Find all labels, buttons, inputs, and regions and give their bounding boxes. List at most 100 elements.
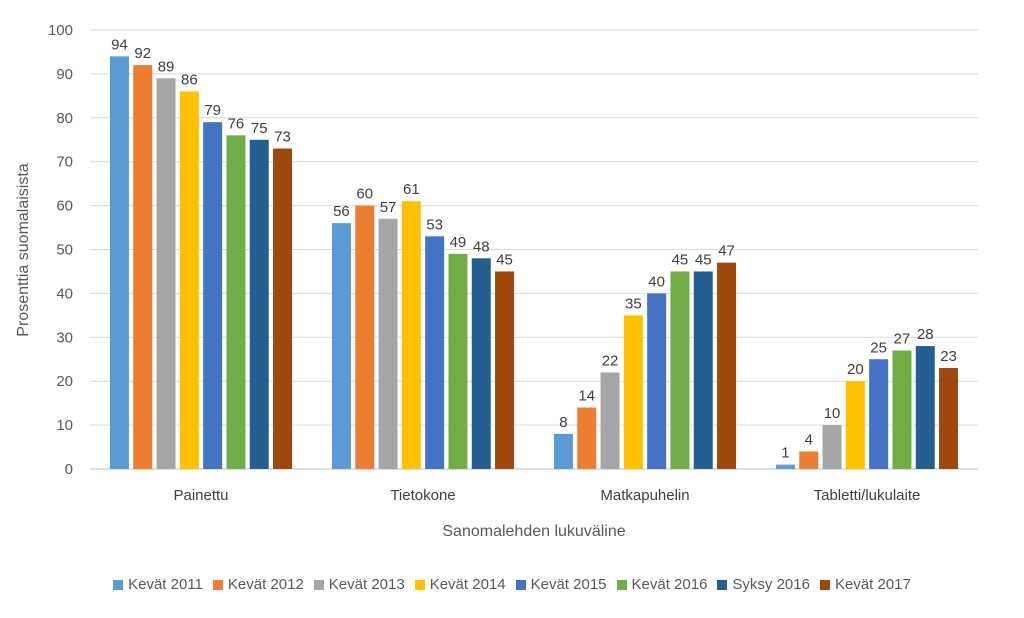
bar (693, 271, 713, 469)
bar (869, 359, 889, 469)
data-label: 89 (158, 58, 175, 75)
data-label: 75 (251, 120, 268, 137)
legend-item: Kevät 2016 (616, 576, 708, 593)
data-label: 57 (380, 199, 397, 216)
legend-item: Syksy 2016 (717, 576, 810, 593)
y-axis-title: Prosenttia suomalaisista (15, 163, 32, 337)
data-label: 14 (578, 388, 595, 405)
data-label: 1 (781, 445, 789, 462)
legend-label: Syksy 2016 (732, 576, 810, 593)
bar (203, 122, 223, 469)
data-label: 56 (333, 203, 350, 220)
data-label: 45 (695, 251, 712, 268)
legend-label: Kevät 2017 (834, 576, 911, 593)
data-label: 94 (111, 36, 128, 53)
bar (331, 223, 351, 469)
bar (799, 451, 819, 469)
data-label: 61 (403, 181, 420, 198)
bars (109, 56, 959, 470)
data-label: 48 (473, 238, 490, 255)
data-label: 4 (805, 431, 813, 448)
data-label: 28 (917, 326, 934, 343)
legend-item: Kevät 2014 (414, 576, 506, 593)
legend-item: Kevät 2013 (313, 576, 405, 593)
data-labels: 94 92 89 86 79 76 75 73 56 60 57 61 53 49 48 45 8 14 22 35 4… (111, 36, 957, 461)
legend-swatch (819, 579, 830, 590)
y-tick-label: 80 (56, 110, 73, 127)
legend-label: Kevät 2013 (328, 576, 405, 593)
y-tick-label: 40 (56, 285, 73, 302)
legend: Kevät 2011 Kevät 2012 Kevät 2013 Kevät 2014… (0, 576, 1024, 593)
x-axis-title: Sanomalehden lukuväline (442, 523, 625, 540)
y-tick-label: 90 (56, 66, 73, 83)
legend-item: Kevät 2017 (819, 576, 911, 593)
x-axis-categories: Painettu Tietokone Matkapuhelin Tabletti/lu… (173, 487, 920, 504)
legend-label: Kevät 2012 (227, 576, 304, 593)
legend-swatch (414, 579, 425, 590)
legend-item: Kevät 2012 (212, 576, 304, 593)
data-label: 8 (559, 414, 567, 431)
bar (845, 381, 865, 469)
bar (109, 56, 129, 470)
legend-swatch (616, 579, 627, 590)
legend-swatch (515, 579, 526, 590)
bar (775, 464, 795, 469)
y-tick-label: 60 (56, 198, 73, 215)
y-axis-ticks: 0 10 20 30 40 50 60 70 80 90 100 (48, 22, 73, 478)
bar (448, 253, 468, 469)
bar (226, 135, 246, 470)
data-label: 45 (496, 251, 513, 268)
bar (495, 271, 515, 469)
data-label: 60 (356, 186, 373, 203)
data-label: 35 (625, 295, 642, 312)
bar (378, 218, 398, 469)
bar (717, 262, 737, 469)
x-category-label: Matkapuhelin (600, 487, 689, 504)
data-label: 76 (228, 115, 245, 132)
legend-label: Kevät 2016 (631, 576, 708, 593)
legend-label: Kevät 2011 (128, 576, 203, 593)
y-tick-label: 100 (48, 22, 73, 39)
legend-swatch (113, 579, 124, 590)
data-label: 23 (940, 348, 957, 365)
y-tick-label: 70 (56, 154, 73, 171)
data-label: 25 (870, 339, 887, 356)
bar (355, 205, 375, 469)
legend-swatch (212, 579, 223, 590)
x-category-label: Painettu (173, 487, 228, 504)
bar (179, 91, 199, 470)
bar (425, 236, 445, 469)
legend-label: Kevät 2014 (429, 576, 506, 593)
legend-label: Kevät 2015 (530, 576, 607, 593)
x-category-label: Tabletti/lukulaite (814, 487, 921, 504)
y-tick-label: 10 (56, 417, 73, 434)
y-tick-label: 0 (65, 461, 73, 478)
data-label: 53 (426, 216, 443, 233)
data-label: 45 (672, 251, 689, 268)
gridlines (90, 29, 978, 470)
data-label: 47 (718, 243, 735, 260)
data-label: 40 (648, 273, 665, 290)
bar (939, 368, 959, 469)
data-label: 73 (274, 129, 291, 146)
bar (273, 148, 293, 469)
y-tick-label: 50 (56, 242, 73, 259)
bar (822, 425, 842, 469)
bar (156, 78, 176, 469)
y-tick-label: 20 (56, 373, 73, 390)
bar (647, 293, 667, 469)
bar (577, 407, 597, 469)
bar (471, 258, 491, 469)
bar (553, 433, 573, 469)
x-category-label: Tietokone (390, 487, 455, 504)
data-label: 10 (824, 405, 841, 422)
data-label: 79 (204, 102, 221, 119)
legend-item: Kevät 2011 (113, 576, 203, 593)
bar (670, 271, 690, 469)
data-label: 27 (894, 330, 911, 347)
data-label: 20 (847, 361, 864, 378)
bar (915, 346, 935, 469)
data-label: 86 (181, 71, 198, 88)
data-label: 22 (602, 352, 619, 369)
